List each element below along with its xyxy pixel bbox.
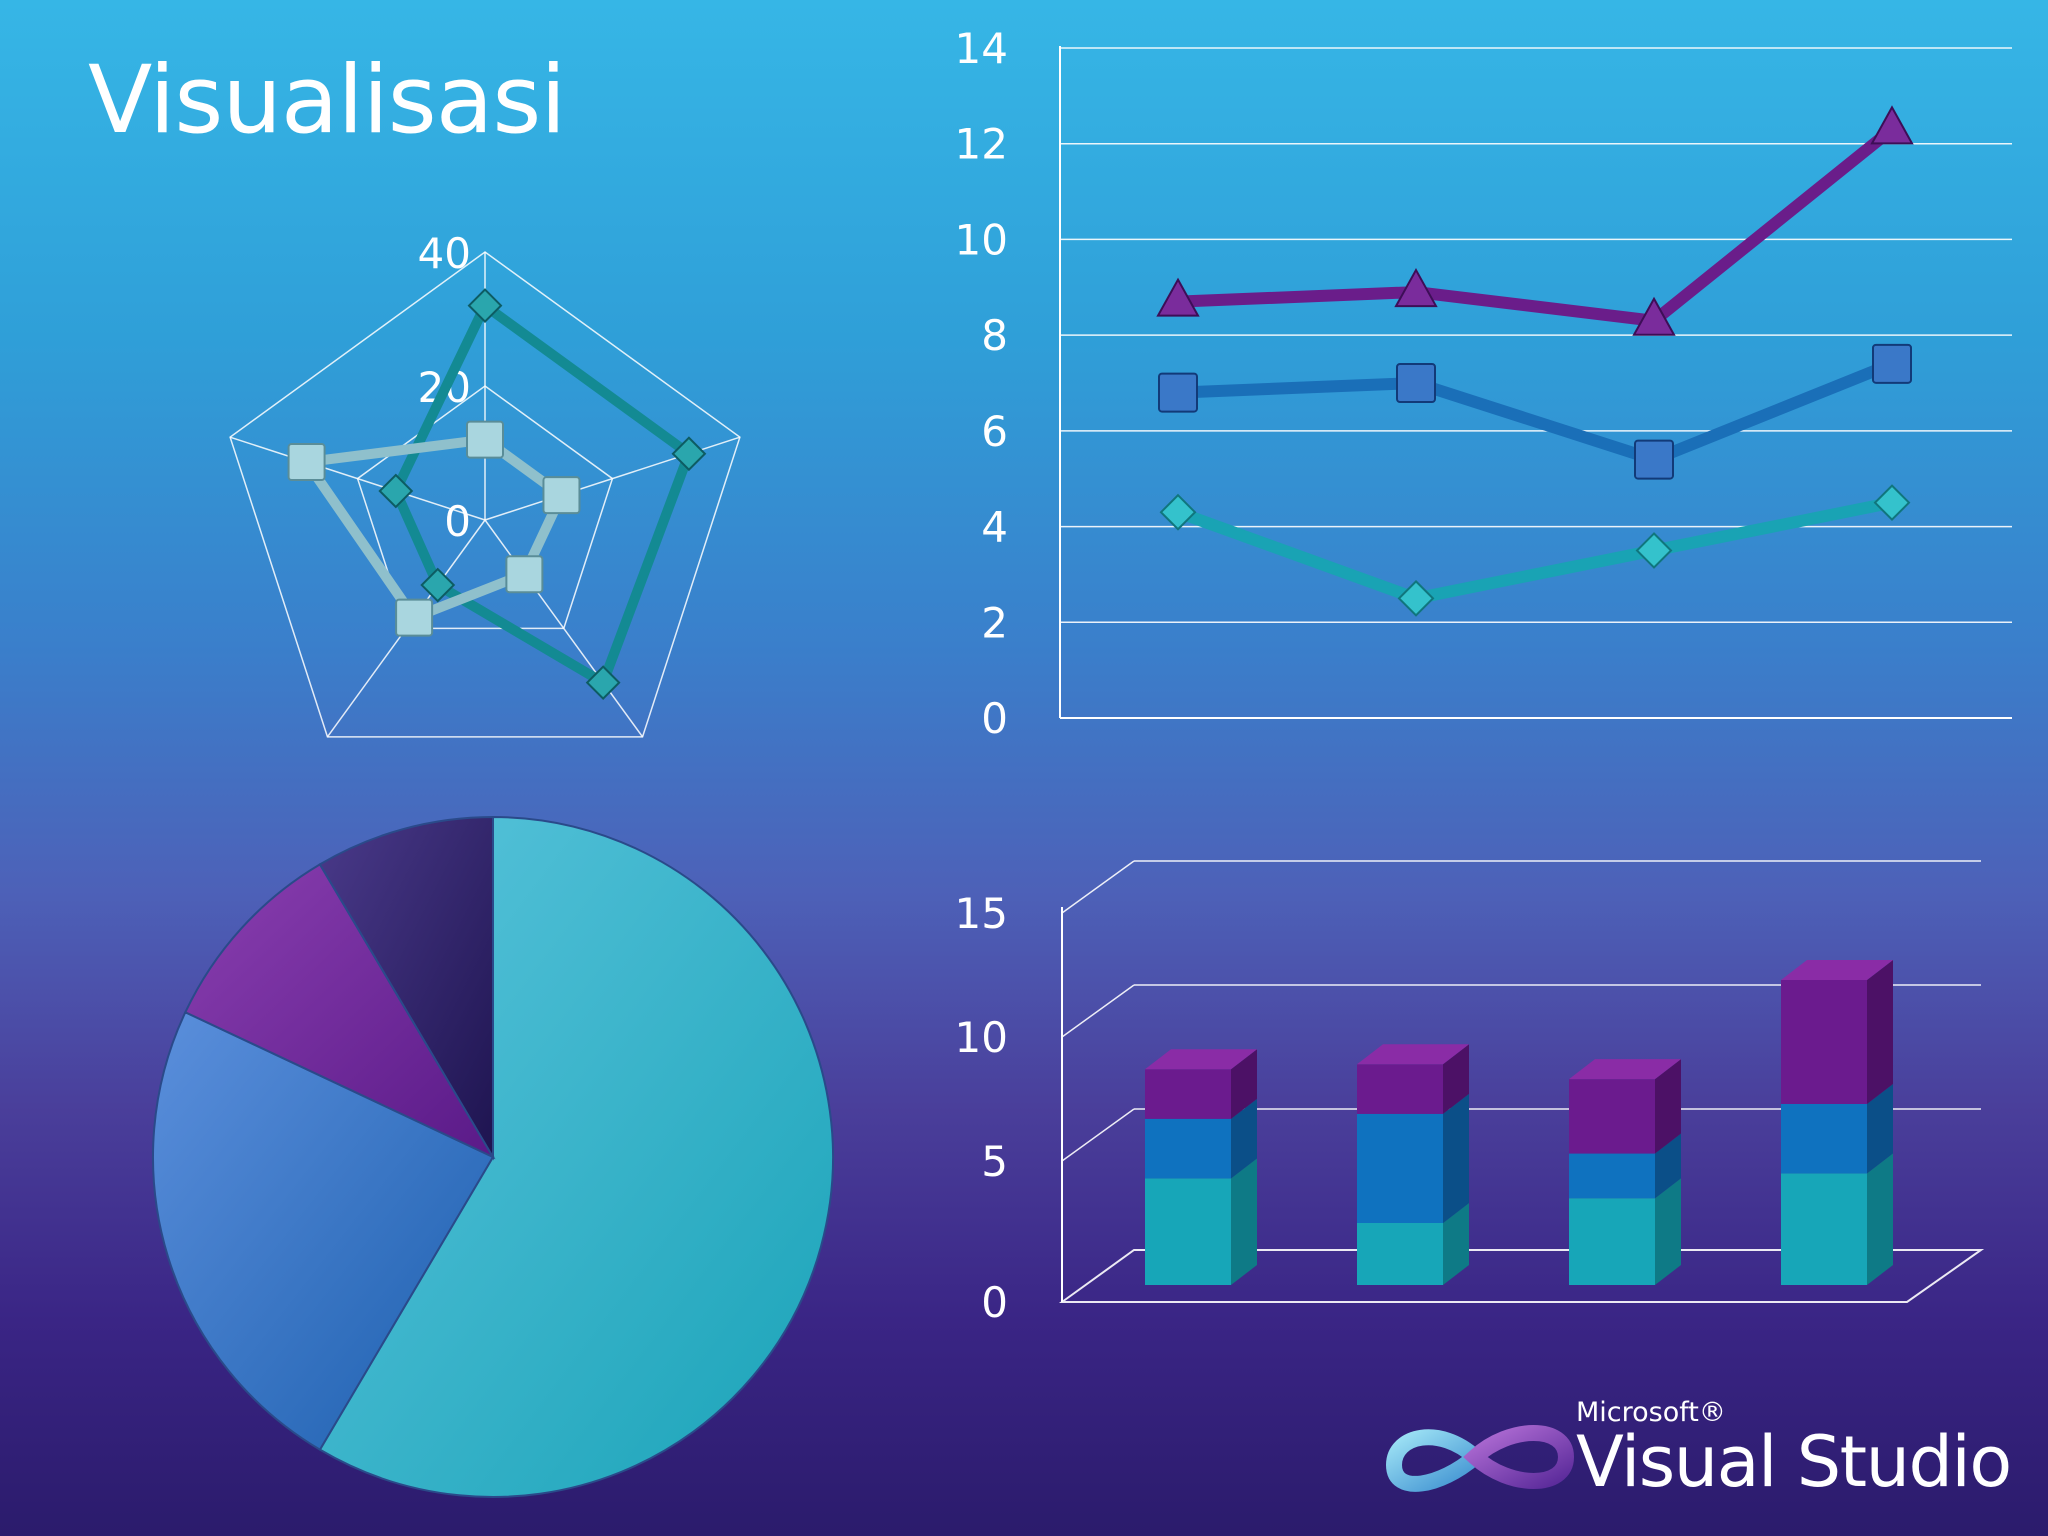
radar-point-diamond	[420, 567, 456, 603]
bar-segment-top	[1357, 1044, 1469, 1065]
line-tick-label: 6	[981, 407, 1008, 456]
bar-gridline-depth	[1061, 1108, 1135, 1162]
bar-segment-front	[1569, 1198, 1655, 1285]
line-tick-label: 0	[981, 694, 1008, 743]
pie-slice	[318, 815, 835, 1498]
line-point-triangle	[1632, 296, 1676, 336]
bar-segment-side	[1867, 1083, 1893, 1174]
line-tick-label: 8	[981, 311, 1008, 360]
radar-spoke	[229, 436, 486, 521]
line-point-triangle	[1870, 105, 1914, 145]
logo-product: Visual Studio	[1576, 1421, 2012, 1503]
pie-slice	[152, 1010, 495, 1452]
bar-segment-side	[1231, 1098, 1257, 1179]
bar-floor	[1058, 1249, 1985, 1303]
line-point-square	[1158, 372, 1198, 413]
bar-segment-front	[1357, 1113, 1443, 1223]
line-series-diamond	[1175, 496, 1894, 605]
bar-segment-front	[1781, 979, 1867, 1104]
bar-segment-top	[1145, 1049, 1257, 1070]
line-point-diamond	[1873, 484, 1911, 522]
bar-segment-side	[1655, 1133, 1681, 1199]
bar-segment-front	[1145, 1118, 1231, 1179]
radar-point-square	[542, 476, 581, 515]
radar-gridline	[229, 251, 741, 738]
radar-tick-label: 0	[444, 497, 471, 546]
line-point-diamond	[1635, 532, 1673, 569]
bar-segment-front	[1569, 1153, 1655, 1199]
bar-segment-side	[1443, 1044, 1469, 1114]
line-point-square	[1634, 439, 1674, 480]
radar-tick-label: 40	[418, 229, 471, 278]
bar-segment-front	[1145, 1069, 1231, 1119]
radar-point-diamond	[467, 288, 503, 324]
bar-tick-label: 15	[955, 889, 1008, 938]
bar-segment-top	[1569, 1059, 1681, 1080]
line-series-square	[1177, 358, 1895, 466]
line-point-diamond	[1397, 579, 1435, 617]
bar-gridline-depth	[1061, 984, 1135, 1038]
bar-tick-label: 10	[955, 1013, 1008, 1062]
line-series-triangle	[1177, 124, 1896, 327]
line-tick-label: 12	[955, 120, 1008, 169]
line-tick-label: 10	[955, 215, 1008, 264]
pie-slice	[318, 815, 494, 1161]
bar-segment-front	[1357, 1064, 1443, 1114]
bar-segment-side	[1443, 1093, 1469, 1223]
bar-segment-front	[1781, 1173, 1867, 1285]
bar-segment-side	[1231, 1049, 1257, 1119]
radar-point-square	[395, 598, 434, 637]
bar-segment-side	[1655, 1059, 1681, 1154]
bar-segment-front	[1781, 1103, 1867, 1174]
radar-point-diamond	[378, 473, 414, 509]
bar-segment-side	[1231, 1158, 1257, 1285]
line-point-square	[1872, 343, 1912, 384]
bar-tick-label: 0	[981, 1278, 1008, 1327]
bar-segment-front	[1357, 1223, 1443, 1285]
bar-segment-side	[1867, 959, 1893, 1104]
visual-studio-logo: Microsoft® Visual Studio	[1380, 1395, 2020, 1515]
radar-point-diamond	[671, 436, 707, 472]
slide-title: Visualisasi	[88, 46, 566, 155]
radar-series-line	[390, 300, 694, 688]
line-tick-label: 4	[981, 503, 1008, 552]
bar-segment-front	[1145, 1178, 1231, 1285]
bar-segment-top	[1781, 959, 1893, 980]
radar-gridline	[356, 385, 614, 630]
line-tick-label: 14	[955, 24, 1008, 73]
line-point-diamond	[1159, 493, 1197, 531]
bar-gridline-depth	[1061, 860, 1135, 914]
line-point-triangle	[1156, 277, 1200, 317]
bar-segment-side	[1867, 1153, 1893, 1285]
bar-tick-label: 5	[981, 1137, 1008, 1186]
infinity-logo-icon	[1385, 1425, 1575, 1492]
line-tick-label: 2	[981, 598, 1008, 647]
bar-segment-side	[1655, 1178, 1681, 1285]
line-point-triangle	[1394, 268, 1438, 308]
radar-point-square	[466, 420, 504, 459]
logo-brand: Microsoft®	[1576, 1397, 1726, 1428]
radar-point-square	[287, 443, 326, 482]
line-point-square	[1396, 363, 1436, 403]
bar-segment-side	[1443, 1203, 1469, 1285]
radar-point-square	[505, 555, 544, 594]
radar-point-diamond	[585, 665, 621, 701]
bar-segment-front	[1569, 1079, 1655, 1154]
pie-slice	[184, 862, 496, 1160]
